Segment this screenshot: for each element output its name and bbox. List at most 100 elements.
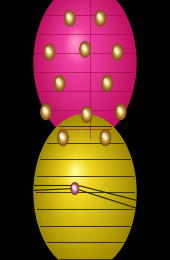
Circle shape [50, 136, 112, 232]
Circle shape [101, 132, 109, 144]
Circle shape [45, 0, 119, 113]
Circle shape [105, 80, 109, 86]
Circle shape [68, 16, 71, 21]
Circle shape [117, 106, 125, 118]
Circle shape [116, 50, 119, 54]
Circle shape [55, 145, 104, 218]
Circle shape [45, 0, 120, 114]
Circle shape [63, 25, 92, 70]
Circle shape [43, 0, 123, 119]
Circle shape [73, 169, 78, 177]
Circle shape [58, 81, 61, 85]
Circle shape [105, 80, 109, 86]
Circle shape [69, 33, 84, 56]
Circle shape [69, 18, 70, 19]
Circle shape [62, 153, 95, 204]
Circle shape [58, 130, 68, 146]
Circle shape [60, 134, 66, 142]
Circle shape [84, 111, 89, 118]
Circle shape [69, 17, 70, 19]
Circle shape [34, 114, 136, 260]
Circle shape [53, 141, 107, 224]
Circle shape [74, 187, 76, 190]
Circle shape [98, 14, 103, 22]
Circle shape [73, 185, 75, 188]
Circle shape [56, 78, 63, 88]
Circle shape [46, 46, 53, 58]
Circle shape [113, 46, 121, 58]
Circle shape [66, 12, 73, 24]
Circle shape [41, 104, 51, 120]
Circle shape [81, 43, 89, 56]
Circle shape [72, 184, 78, 193]
Circle shape [60, 133, 66, 143]
Circle shape [106, 82, 108, 84]
Circle shape [104, 136, 107, 140]
Circle shape [47, 3, 116, 108]
Circle shape [41, 105, 50, 119]
Circle shape [81, 43, 89, 55]
Circle shape [70, 165, 82, 183]
Circle shape [104, 79, 110, 88]
Circle shape [58, 131, 68, 145]
Circle shape [82, 44, 88, 55]
Circle shape [102, 133, 109, 143]
Circle shape [114, 47, 121, 57]
Circle shape [44, 109, 48, 115]
Circle shape [98, 15, 102, 21]
Circle shape [71, 37, 80, 50]
Circle shape [62, 137, 64, 139]
Circle shape [71, 166, 81, 181]
Circle shape [50, 7, 112, 101]
Circle shape [55, 14, 104, 88]
Circle shape [102, 75, 112, 91]
Circle shape [86, 113, 87, 115]
Circle shape [48, 50, 50, 54]
Circle shape [83, 46, 87, 53]
Circle shape [86, 113, 88, 116]
Circle shape [62, 136, 64, 140]
Circle shape [118, 107, 121, 112]
Circle shape [42, 105, 50, 118]
Circle shape [65, 11, 75, 26]
Circle shape [82, 45, 88, 54]
Circle shape [80, 42, 90, 57]
Circle shape [59, 150, 98, 209]
Circle shape [104, 136, 107, 140]
Circle shape [99, 16, 102, 21]
Circle shape [35, 116, 134, 260]
Circle shape [57, 17, 101, 84]
Circle shape [58, 80, 61, 86]
Circle shape [38, 119, 131, 260]
Circle shape [67, 15, 72, 22]
Circle shape [61, 135, 65, 140]
Circle shape [59, 150, 99, 210]
Circle shape [117, 51, 118, 53]
Circle shape [69, 34, 83, 55]
Circle shape [42, 106, 50, 118]
Circle shape [47, 2, 117, 109]
Circle shape [56, 145, 103, 217]
Circle shape [49, 5, 114, 105]
Circle shape [59, 20, 99, 80]
Circle shape [59, 82, 60, 85]
Circle shape [83, 47, 87, 52]
Circle shape [118, 107, 124, 116]
Circle shape [60, 21, 97, 77]
Circle shape [83, 108, 91, 121]
Circle shape [105, 137, 106, 138]
Circle shape [100, 17, 101, 19]
Circle shape [35, 0, 134, 138]
Circle shape [81, 43, 89, 56]
Circle shape [52, 10, 108, 96]
Circle shape [45, 110, 47, 114]
Circle shape [120, 110, 122, 113]
Circle shape [47, 132, 117, 239]
Circle shape [85, 112, 88, 117]
Circle shape [82, 108, 91, 121]
Circle shape [64, 157, 91, 198]
Circle shape [63, 154, 93, 201]
Circle shape [40, 123, 127, 256]
Circle shape [41, 104, 51, 119]
Circle shape [59, 131, 67, 144]
